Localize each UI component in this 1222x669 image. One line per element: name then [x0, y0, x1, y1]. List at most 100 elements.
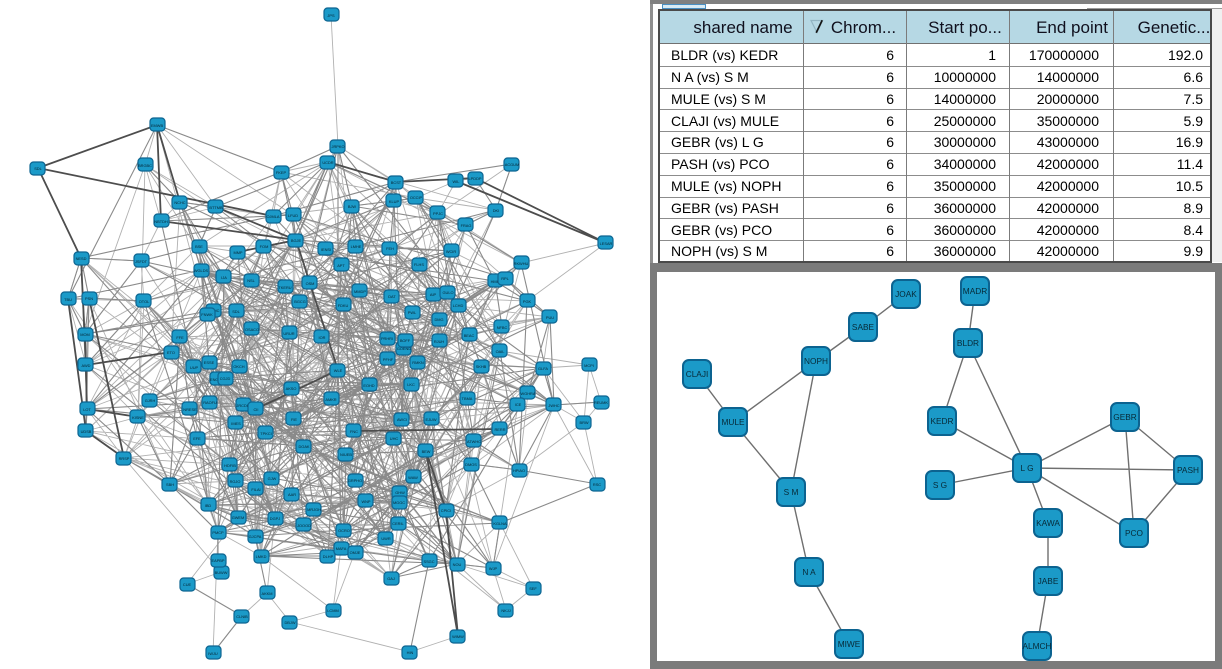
svg-text:GJRH: GJRH	[145, 398, 156, 403]
svg-text:FFE: FFE	[176, 335, 184, 340]
svg-text:HMH: HMH	[491, 279, 500, 284]
svg-text:PFHF: PFHF	[383, 357, 394, 362]
svg-text:JSFDT: JSFDT	[135, 259, 148, 264]
svg-text:KAWA: KAWA	[1036, 518, 1060, 528]
svg-text:PGK: PGK	[523, 299, 532, 304]
svg-text:ACGUM: ACGUM	[505, 162, 519, 167]
svg-text:SKHB: SKHB	[476, 364, 487, 369]
svg-text:ETO: ETO	[167, 350, 175, 355]
svg-text:OSACO: OSACO	[245, 327, 259, 332]
svg-text:L G: L G	[1020, 463, 1033, 473]
svg-text:PWL: PWL	[408, 310, 417, 315]
svg-text:BRGBC: BRGBC	[138, 163, 152, 168]
svg-text:GJCPA: GJCPA	[249, 534, 262, 539]
svg-text:OTOL: OTOL	[139, 299, 150, 304]
svg-text:AKKM: AKKM	[261, 591, 272, 596]
svg-text:ALMCH: ALMCH	[1022, 641, 1051, 651]
svg-text:UUP: UUP	[190, 365, 199, 370]
svg-text:PRHRI: PRHRI	[381, 336, 393, 341]
svg-text:OKCH: OKCH	[233, 364, 244, 369]
svg-text:JABE: JABE	[1038, 576, 1059, 586]
svg-text:DOAK: DOAK	[298, 444, 309, 449]
svg-text:GJW: GJW	[268, 476, 277, 481]
svg-text:OJMLA: OJMLA	[267, 214, 280, 219]
svg-text:UWR: UWR	[381, 536, 390, 541]
svg-text:UDSB: UDSB	[81, 429, 92, 434]
svg-text:NFBC: NFBC	[497, 325, 508, 330]
svg-text:KLUP: KLUP	[389, 199, 400, 204]
svg-text:JPS: JPS	[327, 13, 335, 18]
svg-text:LCMM: LCMM	[327, 608, 338, 613]
svg-text:FNWK: FNWK	[201, 312, 213, 317]
svg-text:SSGC: SSGC	[423, 559, 434, 564]
svg-text:AIP: AIP	[430, 292, 437, 297]
svg-text:DMOS: DMOS	[465, 462, 477, 467]
svg-text:CPICI: CPICI	[441, 508, 451, 513]
svg-text:OCCIP: OCCIP	[410, 195, 423, 200]
svg-text:OCRO: OCRO	[338, 528, 350, 533]
svg-text:FDKU: FDKU	[338, 303, 349, 308]
svg-text:TPKCI: TPKCI	[260, 431, 271, 436]
svg-text:OSM: OSM	[306, 281, 315, 286]
svg-text:TKERU: TKERU	[278, 285, 291, 290]
svg-text:KISNE: KISNE	[132, 415, 144, 420]
svg-text:FNC: FNC	[350, 429, 358, 434]
svg-text:MRJGH: MRJGH	[307, 507, 321, 512]
svg-text:FRAG: FRAG	[461, 223, 472, 228]
svg-text:AKSO: AKSO	[286, 386, 297, 391]
svg-text:SDL: SDL	[34, 166, 42, 171]
svg-text:DGPJ: DGPJ	[270, 516, 280, 521]
svg-text:JOOOD: JOOOD	[297, 523, 311, 528]
svg-text:APT: APT	[337, 263, 345, 268]
svg-text:LMKD: LMKD	[256, 554, 267, 559]
svg-text:RAOFU: RAOFU	[203, 400, 217, 405]
svg-text:SABE: SABE	[852, 322, 875, 332]
svg-text:WGHRA: WGHRA	[521, 391, 536, 396]
svg-text:MGGC: MGGC	[393, 500, 405, 505]
svg-text:WCIR: WCIR	[446, 249, 457, 254]
svg-text:MULE: MULE	[721, 417, 745, 427]
svg-text:FILAI: FILAI	[251, 487, 260, 492]
svg-text:JOAK: JOAK	[895, 289, 917, 299]
svg-text:MADR: MADR	[963, 286, 987, 296]
svg-text:RMKN: RMKN	[412, 360, 424, 365]
svg-text:UHC: UHC	[390, 436, 399, 441]
svg-text:CII: CII	[254, 407, 259, 412]
svg-text:HDFIB: HDFIB	[224, 463, 236, 468]
svg-text:DAT: DAT	[388, 294, 396, 299]
svg-text:WNP: WNP	[361, 499, 370, 504]
svg-text:GAJ: GAJ	[387, 576, 395, 581]
svg-text:PCO: PCO	[1125, 528, 1144, 538]
svg-text:OAIL: OAIL	[496, 349, 506, 354]
svg-text:BRW: BRW	[579, 420, 588, 425]
svg-text:MCPI: MCPI	[584, 363, 594, 368]
svg-text:CUE: CUE	[183, 582, 192, 587]
svg-text:EOHD: EOHD	[363, 383, 374, 388]
svg-text:SBH: SBH	[166, 482, 174, 487]
svg-text:FKEP: FKEP	[276, 170, 287, 175]
svg-text:RGJO: RGJO	[230, 479, 241, 484]
svg-text:BTTMB: BTTMB	[209, 205, 223, 210]
svg-text:NKJJ: NKJJ	[501, 608, 510, 613]
svg-text:GLFA: GLFA	[538, 366, 548, 371]
svg-text:RRSP: RRSP	[119, 456, 130, 461]
svg-text:EFE: EFE	[193, 436, 201, 441]
svg-text:GOEND: GOEND	[397, 346, 411, 351]
svg-text:LPDDP: LPDDP	[469, 176, 482, 181]
svg-text:LMHE: LMHE	[351, 244, 362, 249]
svg-text:FOM: FOM	[260, 244, 269, 249]
svg-text:BSE: BSE	[195, 244, 203, 249]
svg-text:NCHC: NCHC	[174, 200, 185, 205]
svg-text:MIWE: MIWE	[838, 639, 861, 649]
svg-text:PUU: PUU	[546, 315, 554, 320]
svg-text:PSN: PSN	[85, 296, 93, 301]
svg-text:ICE: ICE	[515, 402, 522, 407]
svg-text:GWEM: GWEM	[232, 515, 245, 520]
svg-text:RERR: RERR	[494, 427, 505, 432]
svg-text:LOT: LOT	[83, 407, 91, 412]
svg-text:REUMK: REUMK	[594, 400, 608, 405]
svg-text:FIE: FIE	[291, 417, 297, 422]
svg-text:PASH: PASH	[1177, 465, 1199, 475]
svg-text:RSC: RSC	[593, 482, 601, 487]
svg-text:EAPBP: EAPBP	[212, 558, 225, 563]
